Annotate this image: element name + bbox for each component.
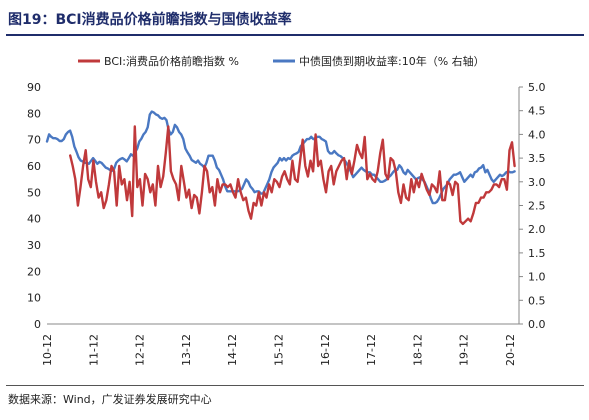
y-left-tick-label: 30: [27, 239, 41, 252]
x-tick-label: 11-12: [87, 334, 100, 366]
x-tick-label: 18-12: [411, 334, 424, 366]
legend-label-yield: 中债国债到期收益率:10年（% 右轴）: [299, 54, 485, 68]
x-tick-label: 13-12: [180, 334, 193, 366]
y-left-tick-label: 90: [27, 81, 41, 94]
x-tick-label: 20-12: [504, 334, 517, 366]
chart-axes: 0 10 20 30 40 50 60 70 80 90 0.0 0.5 1.0 1.5 2.0 2.5 3.0…: [27, 81, 546, 366]
y-right-tick-label: 5.0: [528, 81, 546, 94]
figure-title: 图19：BCI消费品价格前瞻指数与国债收益率: [8, 12, 292, 28]
y-left-tick-label: 10: [27, 292, 41, 305]
x-tick-label: 17-12: [365, 334, 378, 366]
y-left-tick-label: 60: [27, 160, 41, 173]
series-line-bci: [69, 125, 516, 226]
y-right-tick-label: 0.5: [528, 294, 546, 307]
title-rule: [6, 34, 584, 36]
y-right-tick-label: 2.0: [528, 223, 546, 236]
x-tick-label: 19-12: [458, 334, 471, 366]
y-right-tick-label: 3.0: [528, 176, 546, 189]
x-tick-label: 12-12: [134, 334, 147, 366]
legend-label-bci: BCI:消费品价格前瞻指数 %: [104, 54, 239, 68]
y-left-tick-label: 0: [34, 318, 41, 331]
x-tick-label: 15-12: [273, 334, 286, 366]
series-line-yield: [45, 110, 516, 205]
y-left-tick-label: 50: [27, 186, 41, 199]
x-tick-label: 14-12: [226, 334, 239, 366]
x-tick-label: 10-12: [41, 334, 54, 366]
y-left-tick-label: 70: [27, 134, 41, 147]
y-right-tick-label: 0.0: [528, 318, 546, 331]
y-left-tick-label: 40: [27, 213, 41, 226]
y-left-tick-label: 20: [27, 265, 41, 278]
source-note: 数据来源：Wind，广发证券发展研究中心: [8, 393, 212, 406]
y-right-tick-label: 4.5: [528, 105, 546, 118]
x-tick-label: 16-12: [319, 334, 332, 366]
y-right-tick-label: 3.5: [528, 152, 546, 165]
y-right-tick-label: 1.5: [528, 247, 546, 260]
chart-legend: BCI:消费品价格前瞻指数 % 中债国债到期收益率:10年（% 右轴）: [78, 54, 485, 68]
y-right-tick-label: 4.0: [528, 128, 546, 141]
y-left-tick-label: 80: [27, 107, 41, 120]
chart-series: [45, 110, 516, 226]
y-right-tick-label: 2.5: [528, 200, 546, 213]
line-chart: BCI:消费品价格前瞻指数 % 中债国债到期收益率:10年（% 右轴） 0 10 2…: [27, 54, 546, 366]
y-right-tick-label: 1.0: [528, 271, 546, 284]
source-rule: [6, 385, 584, 386]
